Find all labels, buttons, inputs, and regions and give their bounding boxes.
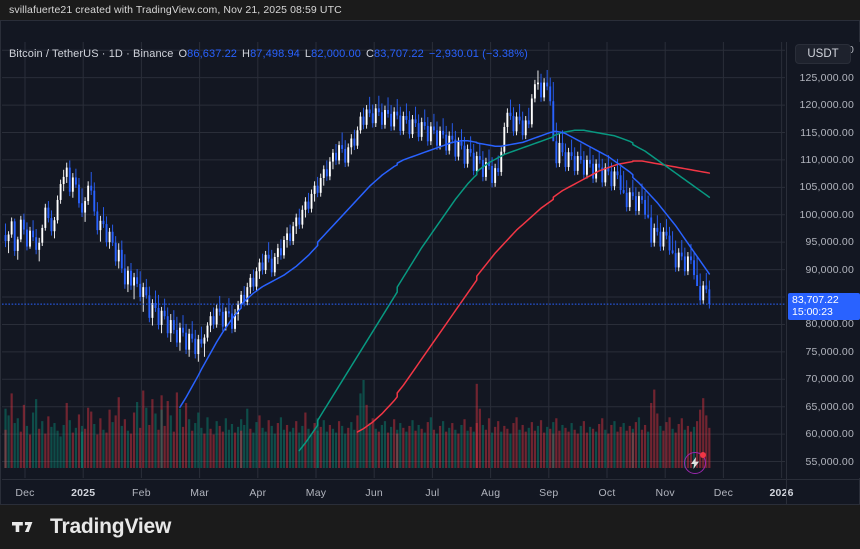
current-price-badge: 83,707.22 15:00:23 (788, 293, 860, 321)
currency-badge[interactable]: USDT (795, 44, 851, 64)
legend-close-value: 83,707.22 (374, 48, 424, 60)
attribution-bar: svillafuerte21 created with TradingView.… (0, 0, 860, 20)
time-tick: 2025 (71, 487, 96, 499)
tradingview-wordmark: TradingView (50, 515, 172, 538)
current-price-value: 83,707.22 (792, 294, 839, 307)
time-tick: Mar (190, 487, 209, 499)
attribution-text: svillafuerte21 created with TradingView.… (9, 4, 342, 16)
time-scale-divider (786, 43, 787, 506)
price-tick: 115,000.00 (800, 126, 854, 139)
tradingview-logo-icon (12, 522, 33, 532)
time-tick: Dec (15, 487, 35, 499)
price-scale[interactable]: USDT 130,000.00125,000.00120,000.00115,0… (786, 42, 860, 478)
price-tick: 80,000.00 (805, 318, 854, 331)
time-scale[interactable]: Dec 2025 Feb Mar Apr May Jun Jul Aug Sep Oct Nov Dec… (2, 43, 860, 506)
bolt-glyph (691, 457, 699, 469)
legend-close-label: C (365, 48, 375, 60)
legend-open-value: 86,637.22 (187, 48, 238, 60)
time-tick: Jul (425, 487, 440, 499)
price-tick: 65,000.00 (805, 400, 854, 413)
price-tick: 100,000.00 (799, 208, 854, 221)
time-tick: Aug (480, 487, 501, 499)
time-tick: Nov (655, 487, 675, 499)
legend-low-value: 82,000.00 (311, 48, 361, 60)
price-tick: 55,000.00 (805, 455, 854, 468)
chart-legend: Bitcoin / TetherUS · 1D · Binance O 86,63… (9, 47, 528, 61)
legend-low-label: L (304, 48, 312, 60)
price-tick: 70,000.00 (805, 373, 854, 386)
time-tick: Oct (598, 487, 616, 499)
chart-canvas (2, 42, 785, 478)
time-tick: 2026 (769, 487, 794, 499)
time-tick: May (305, 487, 327, 499)
time-tick: Sep (539, 487, 559, 499)
legend-high-label: H (242, 48, 251, 60)
time-tick: Dec (713, 487, 734, 499)
price-tick: 120,000.00 (799, 99, 854, 112)
price-tick: 95,000.00 (805, 236, 854, 249)
legend-change: −2,930.01 (−3.38%) (428, 48, 528, 60)
price-tick: 90,000.00 (805, 263, 854, 276)
price-tick: 125,000.00 (799, 71, 854, 84)
legend-open-label: O (178, 48, 188, 60)
price-tick: 75,000.00 (805, 345, 854, 358)
footer-branding: TradingView (0, 505, 860, 549)
bar-countdown: 15:00:23 (792, 306, 833, 319)
price-plot-area[interactable] (2, 42, 785, 478)
price-tick: 105,000.00 (799, 181, 854, 194)
legend-high-value: 87,498.94 (250, 48, 300, 60)
time-tick: Apr (249, 487, 267, 499)
chart-frame: Bitcoin / TetherUS · 1D · Binance O 86,63… (0, 20, 860, 506)
alert-notification-dot (700, 452, 706, 458)
price-tick: 60,000.00 (805, 428, 854, 441)
price-tick: 110,000.00 (800, 153, 854, 166)
legend-symbol[interactable]: Bitcoin / TetherUS · 1D · Binance (9, 48, 174, 60)
time-tick: Feb (132, 487, 151, 499)
time-tick: Jun (365, 487, 383, 499)
lightning-bolt-icon[interactable] (684, 452, 706, 474)
